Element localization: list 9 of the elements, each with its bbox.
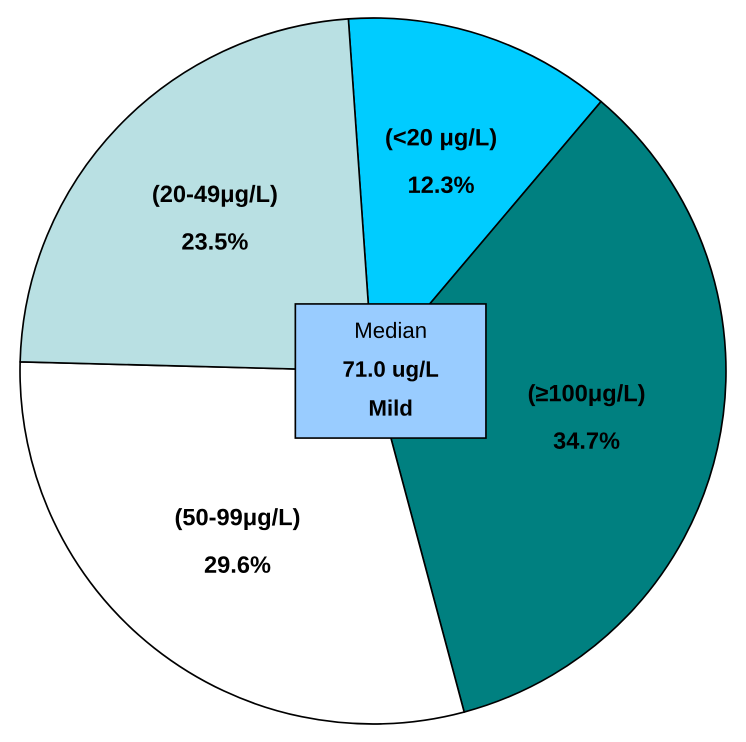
data-label: 29.6% (204, 556, 270, 573)
slice-label: (<20 μg/L) (386, 128, 496, 150)
slice-label: (20-49μg/L) (153, 184, 277, 208)
data-label: 34.7% (554, 432, 620, 450)
data-label: 23.5% (182, 233, 248, 250)
data-label: 12.3% (409, 176, 474, 194)
slice-label: (50-99μg/L) (176, 508, 300, 530)
slice-label: (≥100μg/L) (528, 384, 644, 406)
text: Median 71.0 ug/L Mild (343, 322, 438, 416)
